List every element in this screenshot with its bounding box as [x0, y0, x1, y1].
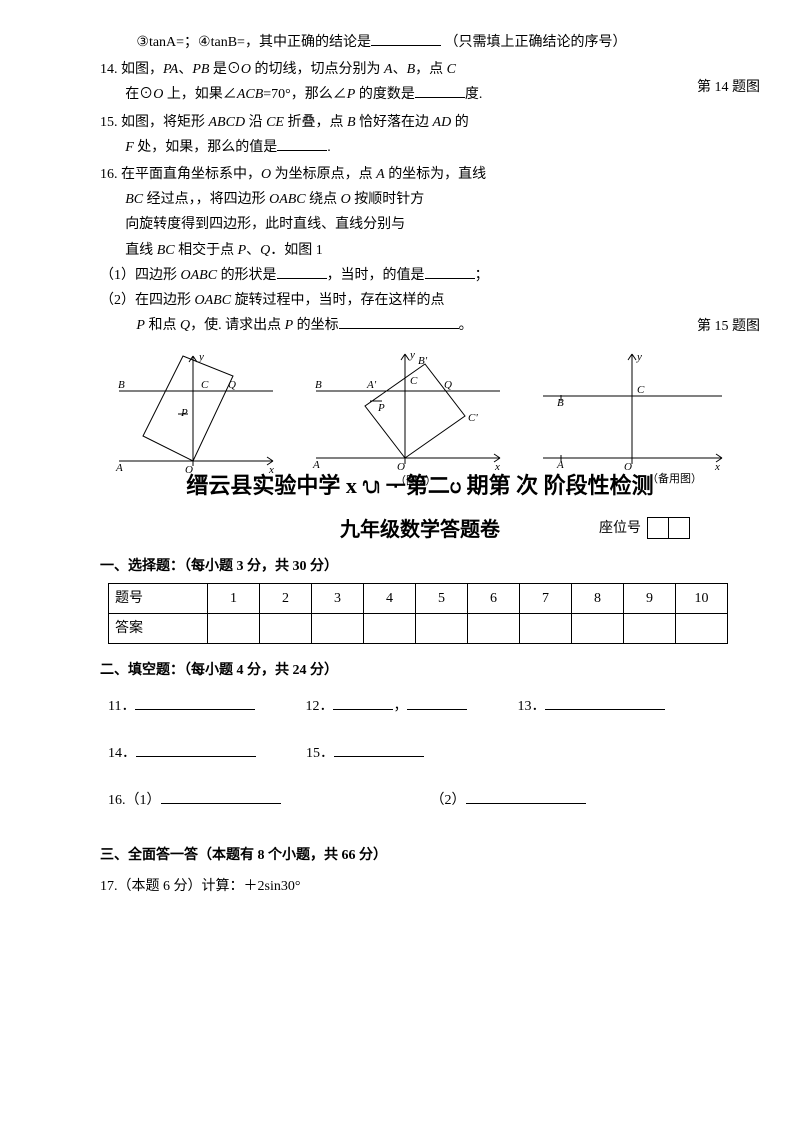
- svg-text:x: x: [714, 461, 720, 473]
- svg-text:P: P: [180, 407, 188, 419]
- table-row: 题号 12 34 56 78 910: [109, 584, 728, 614]
- ans-cell[interactable]: [676, 614, 728, 644]
- fill-row-2: 14． 15．: [108, 741, 740, 766]
- blank-11[interactable]: [135, 694, 255, 710]
- seat-box-2[interactable]: [668, 517, 690, 539]
- answer-table: 题号 12 34 56 78 910 答案: [108, 583, 728, 644]
- svg-text:Q: Q: [444, 379, 452, 391]
- svg-text:Q: Q: [228, 379, 236, 391]
- q16-2-blank[interactable]: [339, 313, 459, 329]
- seat-number: 座位号: [599, 516, 690, 541]
- svg-text:B: B: [315, 379, 322, 391]
- svg-text:C: C: [410, 375, 418, 387]
- diagrams-row: y x B C P Q A O y x B A' C Q: [100, 346, 740, 486]
- q16-1-blank1[interactable]: [277, 263, 327, 279]
- svg-text:P: P: [377, 402, 385, 414]
- diagram-1: y x B C P Q A O: [113, 346, 283, 486]
- q16-num: 16.: [100, 167, 121, 182]
- section2-head: 二、填空题：（每小题 4 分，共 24 分）: [100, 658, 740, 683]
- blank-15[interactable]: [334, 741, 424, 757]
- q15-num: 15.: [100, 115, 121, 130]
- blank-12b[interactable]: [407, 694, 467, 710]
- section1-head: 一、选择题：（每小题 3 分，共 30 分）: [100, 554, 740, 579]
- q13-partial: ③tanA=；④tanB=，其中正确的结论是 （只需填上正确结论的序号）: [100, 30, 740, 55]
- svg-text:y: y: [198, 351, 204, 363]
- ans-cell[interactable]: [572, 614, 624, 644]
- fig14-label: 第 14 题图: [697, 75, 760, 100]
- diagram-2: y x B A' C Q P B' C' A O （图 2）: [310, 346, 510, 486]
- svg-text:A: A: [115, 462, 123, 474]
- svg-text:y: y: [636, 351, 642, 363]
- svg-text:C: C: [637, 384, 645, 396]
- ans-cell[interactable]: [364, 614, 416, 644]
- q14-num: 14.: [100, 62, 121, 77]
- fig15-label: 第 15 题图: [697, 314, 760, 339]
- q13-tail: （只需填上正确结论的序号）: [444, 35, 626, 50]
- q16-1-blank2[interactable]: [425, 263, 475, 279]
- ans-cell[interactable]: [208, 614, 260, 644]
- ans-cell[interactable]: [520, 614, 572, 644]
- svg-text:B': B': [418, 355, 428, 367]
- blank-16-2[interactable]: [466, 788, 586, 804]
- blank-12a[interactable]: [333, 694, 393, 710]
- svg-text:C: C: [201, 379, 209, 391]
- diagram-3-backup: y x B C A O （备用图）: [537, 346, 727, 486]
- svg-text:B: B: [118, 379, 125, 391]
- q15-blank[interactable]: [277, 135, 327, 151]
- blank-16-1[interactable]: [161, 788, 281, 804]
- blank-14[interactable]: [136, 741, 256, 757]
- section3-head: 三、全面答一答（本题有 8 个小题，共 66 分）: [100, 843, 740, 868]
- svg-text:y: y: [409, 349, 415, 361]
- fill-row-3: 16.（1） （2）: [108, 788, 740, 813]
- q13-text: ③tanA=；④tanB=，其中正确的结论是: [136, 35, 371, 50]
- q16: 16. 在平面直角坐标系中，O 为坐标原点，点 A 的坐标为，直线 BC 经过点…: [100, 162, 740, 338]
- q14: 14. 如图，PA、PB 是⊙O 的切线，切点分别为 A、B，点 C 在⊙O 上…: [100, 57, 740, 107]
- q14-blank[interactable]: [415, 82, 465, 98]
- q14-line2: 在⊙O 上，如果∠ACB=70°，那么∠P 的度数是度.: [100, 87, 482, 102]
- table-row: 答案: [109, 614, 728, 644]
- svg-text:C': C': [468, 412, 478, 424]
- ans-cell[interactable]: [624, 614, 676, 644]
- q13-blank[interactable]: [371, 30, 441, 46]
- svg-text:（备用图）: （备用图）: [647, 471, 702, 485]
- ans-cell[interactable]: [260, 614, 312, 644]
- fill-row-1: 11． 12．， 13．: [108, 694, 740, 719]
- ans-cell[interactable]: [416, 614, 468, 644]
- q17: 17.（本题 6 分）计算：＋2sin30°: [100, 874, 740, 899]
- svg-text:A': A': [366, 379, 377, 391]
- blank-13[interactable]: [545, 694, 665, 710]
- ans-cell[interactable]: [468, 614, 520, 644]
- q15: 15. 如图，将矩形 ABCD 沿 CE 折叠，点 B 恰好落在边 AD 的 F…: [100, 110, 740, 160]
- seat-box-1[interactable]: [647, 517, 669, 539]
- title-main: 缙云县实验中学 x ᬧ ᅮ第二ᦢ 期第 次 阶段性检测: [100, 466, 740, 506]
- ans-cell[interactable]: [312, 614, 364, 644]
